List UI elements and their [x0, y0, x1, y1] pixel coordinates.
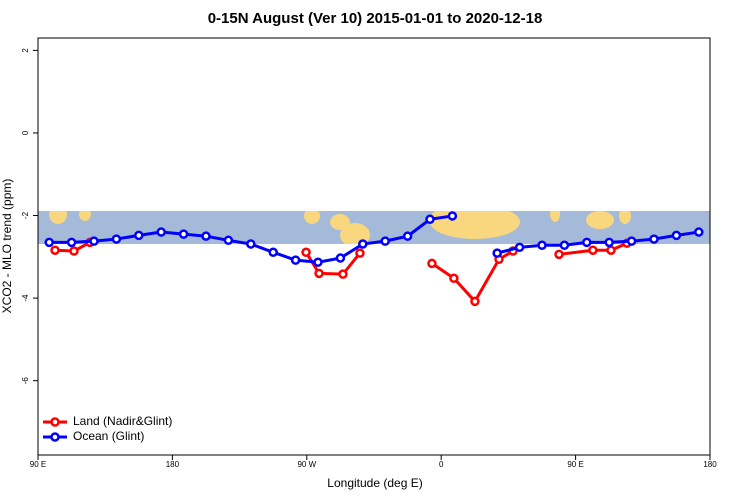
- point: [402, 231, 413, 241]
- point: [559, 240, 570, 251]
- point: [201, 231, 211, 241]
- x-tick-label: 90 E: [30, 460, 46, 469]
- point: [492, 248, 502, 258]
- point: [290, 255, 301, 265]
- y-axis-label: XCO2 - MLO trend (ppm): [0, 179, 14, 314]
- point: [223, 235, 234, 246]
- point: [514, 242, 525, 253]
- plot-frame: [37, 37, 711, 456]
- x-tick-label: 180: [703, 460, 717, 469]
- point: [156, 227, 166, 237]
- point: [313, 257, 323, 267]
- point: [44, 237, 54, 248]
- point: [425, 214, 435, 225]
- point: [582, 237, 592, 248]
- point: [358, 239, 368, 249]
- point: [66, 237, 77, 248]
- point: [338, 269, 348, 279]
- point: [694, 227, 704, 237]
- legend-marker: [50, 432, 60, 442]
- point: [649, 234, 659, 244]
- point: [537, 240, 547, 251]
- point: [301, 247, 311, 258]
- point: [246, 239, 256, 249]
- point: [626, 236, 637, 246]
- y-tick-label: -4: [21, 294, 30, 302]
- x-tick-label: 0: [439, 460, 444, 469]
- point: [50, 245, 60, 255]
- point: [178, 229, 189, 239]
- point: [355, 248, 365, 258]
- point: [89, 236, 99, 246]
- x-axis-label: Longitude (deg E): [327, 476, 422, 490]
- point: [111, 234, 122, 244]
- point: [69, 246, 79, 256]
- y-tick-label: -6: [21, 377, 30, 385]
- point: [314, 268, 324, 279]
- point: [335, 253, 346, 263]
- point: [588, 245, 598, 255]
- x-tick-label: 90 E: [567, 460, 583, 469]
- x-tick-label: 90 W: [297, 460, 316, 469]
- point: [134, 230, 144, 241]
- legend-marker: [50, 417, 60, 427]
- point: [671, 230, 682, 241]
- x-tick-label: 180: [166, 460, 180, 469]
- legend-label: Land (Nadir&Glint): [73, 414, 172, 428]
- chart-title: 0-15N August (Ver 10) 2015-01-01 to 2020…: [208, 10, 543, 27]
- point: [447, 211, 458, 221]
- point: [604, 237, 614, 248]
- point: [606, 245, 616, 255]
- point: [470, 296, 480, 307]
- point: [268, 247, 278, 258]
- y-tick-label: 0: [21, 130, 30, 135]
- legend-label: Ocean (Glint): [73, 429, 144, 443]
- point: [449, 273, 459, 284]
- y-tick-label: -2: [21, 211, 30, 219]
- point: [427, 258, 437, 269]
- y-tick-label: 2: [21, 48, 30, 53]
- point: [554, 249, 564, 260]
- point: [380, 236, 390, 246]
